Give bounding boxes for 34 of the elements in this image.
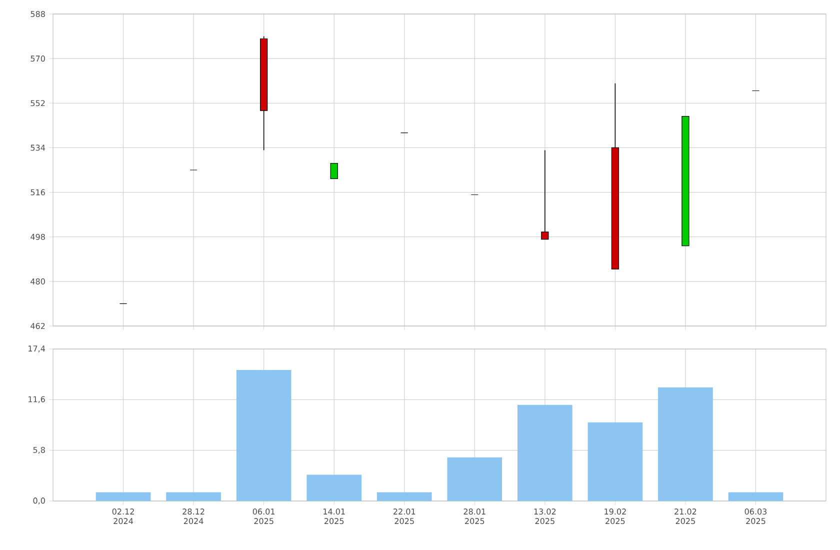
x-tick-label: 28.12 2024 xyxy=(182,508,204,524)
bar xyxy=(518,404,572,501)
y-tick-label: 462 xyxy=(30,322,45,330)
x-tick-label: 19.02 2025 xyxy=(604,508,626,524)
y-tick-label: 5,8 xyxy=(33,446,45,454)
y-tick-label: 552 xyxy=(30,100,45,106)
x-tick-label: 06.01 2025 xyxy=(252,508,275,524)
x-tick-label: 21.02 2025 xyxy=(674,508,696,524)
y-tick-label: 588 xyxy=(30,10,45,18)
bar xyxy=(728,492,784,501)
bar xyxy=(306,474,362,501)
bar xyxy=(588,422,643,501)
bar xyxy=(447,457,502,501)
y-tick-label: 570 xyxy=(30,56,45,62)
x-tick-label: 06.03 2025 xyxy=(744,508,767,524)
y-tick-label: 11,6 xyxy=(28,396,45,404)
x-tick-label: 14.01 2025 xyxy=(324,508,345,524)
bar xyxy=(236,370,292,501)
candlestick xyxy=(330,163,338,179)
x-tick-label: 02.12 2024 xyxy=(112,508,134,524)
bar xyxy=(96,492,151,501)
x-tick-label: 22.01 2025 xyxy=(394,508,416,524)
x-tick-label: 28.01 2025 xyxy=(464,508,486,524)
y-tick-label: 17,4 xyxy=(28,346,46,352)
y-tick-label: 534 xyxy=(30,144,46,151)
y-tick-label: 0,0 xyxy=(33,498,45,504)
bar xyxy=(166,492,221,501)
x-tick-label: 13.02 2025 xyxy=(534,508,556,524)
y-tick-label: 498 xyxy=(30,234,45,240)
y-tick-label: 516 xyxy=(30,189,45,196)
candlestick xyxy=(541,150,549,240)
bar xyxy=(376,492,432,501)
y-tick-label: 480 xyxy=(30,278,45,284)
bar xyxy=(658,387,713,501)
